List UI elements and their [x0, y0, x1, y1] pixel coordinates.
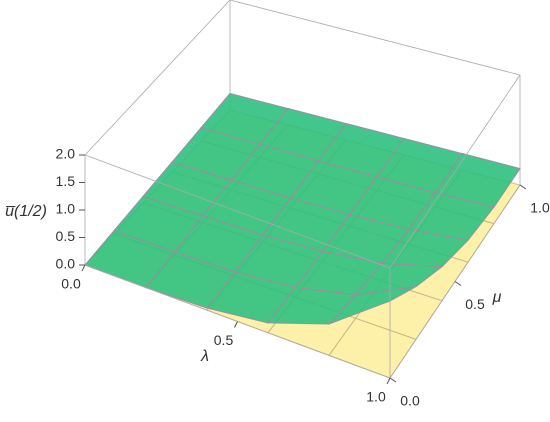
x-axis-label: λ	[200, 348, 209, 365]
y-axis-label: μ	[492, 289, 502, 306]
box-edge	[84, 0, 231, 156]
y-tick	[389, 377, 397, 383]
y-tick	[519, 184, 527, 190]
z-tick-label: 0.0	[56, 256, 76, 272]
z-axis-label: u̅(1/2)	[5, 203, 47, 220]
y-tick-label: 1.0	[530, 200, 550, 216]
z-tick-label: 2.0	[56, 146, 76, 162]
x-tick	[81, 264, 86, 272]
x-tick	[386, 377, 391, 385]
y-tick-label: 0.0	[400, 393, 420, 409]
z-tick-label: 0.5	[56, 228, 76, 244]
box-edge	[84, 154, 391, 269]
box-edge	[229, 0, 521, 76]
x-tick-label: 0.5	[214, 332, 234, 348]
z-tick-label: 1.5	[56, 173, 76, 189]
surface-patch	[328, 286, 417, 325]
x-tick-label: 0.0	[61, 276, 81, 292]
y-tick-label: 0.5	[465, 296, 485, 312]
x-tick-label: 1.0	[366, 389, 386, 405]
y-tick	[454, 281, 462, 286]
box-edge	[389, 74, 521, 269]
z-tick-label: 1.0	[56, 201, 76, 217]
x-tick	[234, 321, 238, 328]
